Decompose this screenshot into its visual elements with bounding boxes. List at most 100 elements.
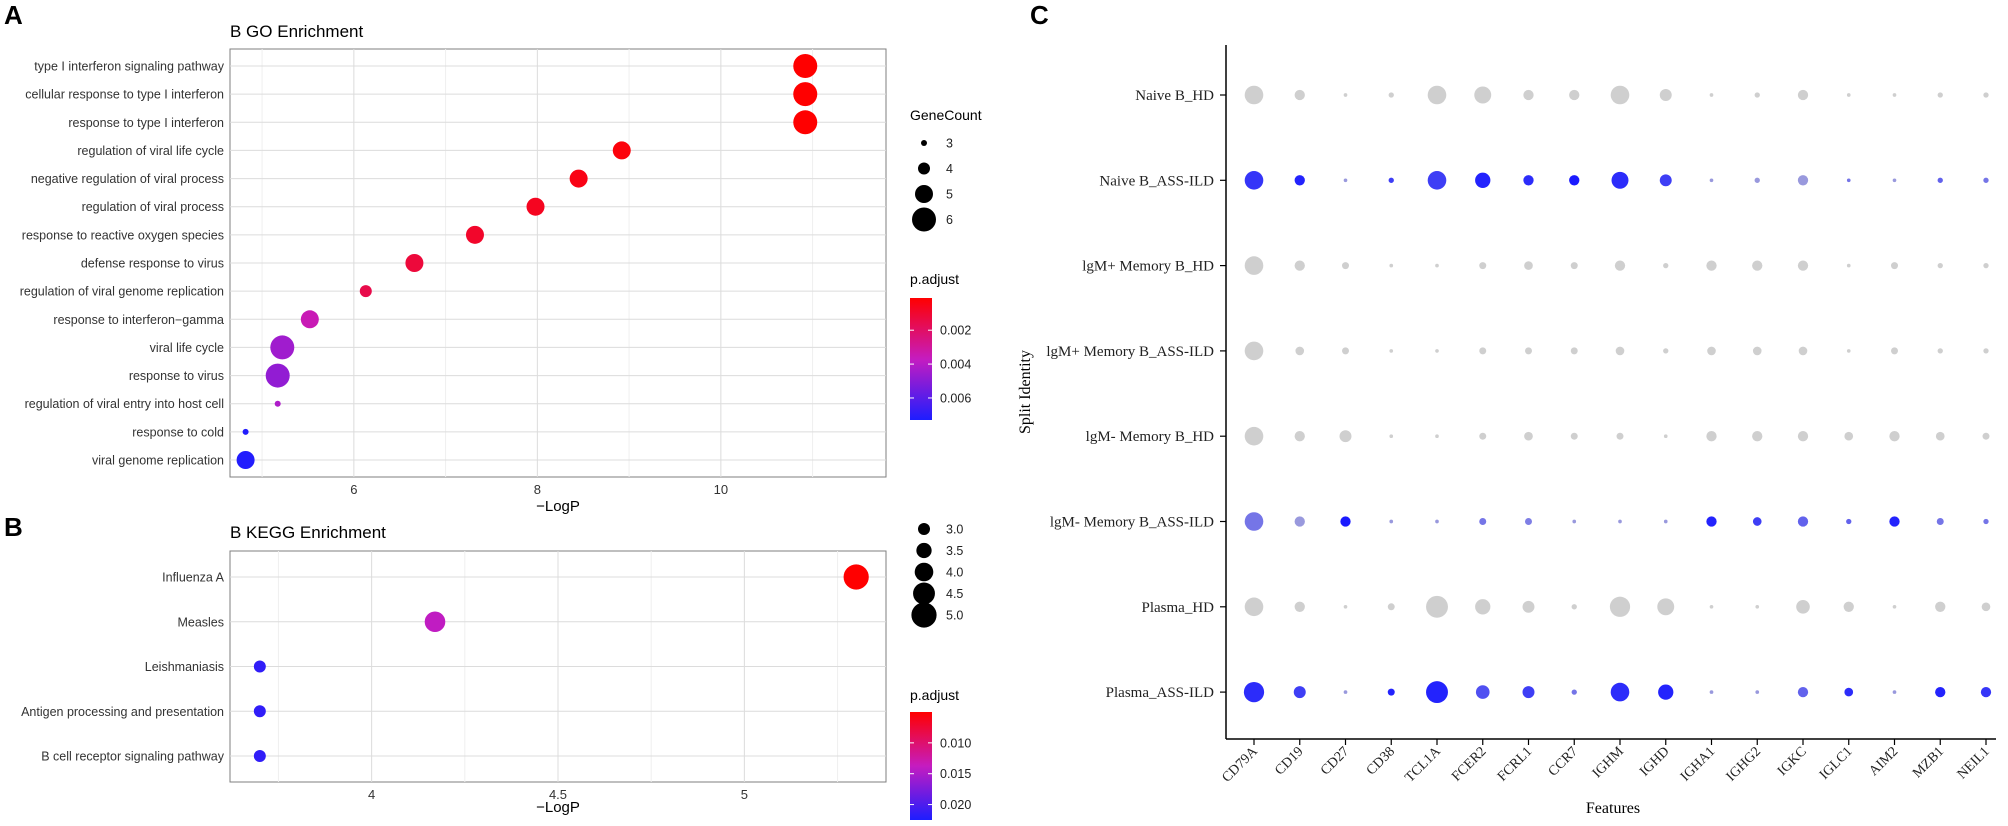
dotplot-point	[1707, 346, 1716, 356]
dotplot-y-axis-label: Split Identity	[1017, 350, 1034, 434]
dotplot-group-label: lgM+ Memory B_HD	[1082, 259, 1214, 275]
go-size-legend-title: GeneCount	[910, 107, 982, 123]
dotplot-group-label: Plasma_HD	[1142, 600, 1215, 616]
dotplot-point	[1388, 92, 1394, 98]
kegg-size-legend-dot	[911, 602, 937, 628]
dotplot-feature-label: IGHG2	[1724, 744, 1764, 784]
kegg-point	[253, 750, 266, 762]
dotplot-point	[1846, 93, 1851, 97]
go-point	[569, 169, 588, 188]
kegg-gridlines	[230, 551, 886, 782]
dotplot-point	[1614, 260, 1626, 271]
kegg-point	[253, 660, 266, 673]
dotplot-feature-label: IGHD	[1637, 744, 1672, 779]
dotplot-point	[1295, 346, 1305, 356]
dotplot-point	[1343, 178, 1348, 183]
dotplot-point	[1244, 597, 1264, 617]
go-size-legend-dot	[918, 162, 930, 175]
dotplot-point	[1525, 347, 1532, 355]
dotplot-feature-label: TCL1A	[1402, 744, 1444, 786]
go-size-legend-dot	[915, 185, 933, 203]
go-point	[526, 197, 545, 216]
dotplot-feature-label: CD27	[1318, 744, 1352, 778]
dotplot-point	[1427, 171, 1447, 190]
dotplot-point	[1435, 349, 1439, 353]
dotplot-point	[1618, 519, 1622, 524]
dotplot-group-label: Naive B_HD	[1135, 88, 1214, 104]
dotplot-point	[1844, 431, 1854, 441]
dotplot-point	[1937, 262, 1943, 269]
kegg-x-axis-label: −LogP	[536, 799, 580, 816]
dotplot-point	[1663, 262, 1669, 269]
dotplot-feature-label: MZB1	[1910, 744, 1947, 781]
dotplot-point	[1983, 348, 1989, 354]
go-size-legend-label: 4	[946, 162, 953, 176]
dotplot-point	[1982, 432, 1990, 440]
go-point	[359, 285, 372, 298]
dotplot-point	[1244, 341, 1264, 361]
dotplot-point	[1846, 349, 1851, 353]
go-x-tick-labels: 6 8 10	[350, 482, 728, 497]
go-category-label: defense response to virus	[81, 257, 224, 271]
kegg-color-tick-label: 0.010	[940, 736, 971, 750]
go-color-tick-label: 0.002	[940, 324, 971, 338]
go-size-legend-dot	[921, 140, 927, 146]
dotplot-point	[1706, 516, 1717, 527]
dotplot-point	[1435, 434, 1439, 439]
dotplot-point	[1522, 600, 1535, 613]
dotplot-point	[1342, 262, 1349, 270]
dotplot-point	[1752, 346, 1762, 356]
dotplot-x-axis-label: Features	[1586, 800, 1640, 817]
dotplot-point	[1935, 431, 1945, 441]
kegg-size-legend: 3.0 3.5 4.0 4.5 5.0	[911, 523, 963, 628]
kegg-chart-title: B KEGG Enrichment	[230, 523, 386, 542]
go-color-tick-label: 0.006	[940, 391, 971, 405]
go-category-label: response to type I interferon	[68, 116, 224, 130]
dotplot-point	[1479, 432, 1487, 440]
dotplot-point	[1892, 604, 1897, 609]
dotplot-point	[1427, 85, 1447, 105]
dotplot-point	[1889, 431, 1900, 442]
dotplot-point	[1797, 89, 1809, 101]
dotplot-point	[1475, 685, 1490, 699]
go-point	[793, 54, 818, 78]
go-color-legend-ticks: 0.002 0.004 0.006	[910, 324, 971, 405]
dotplot-feature-label: AIM2	[1867, 744, 1902, 779]
dotplot-point	[1983, 518, 1989, 525]
dotplot-feature-label: FCRL1	[1495, 744, 1535, 784]
dotplot-point	[1797, 516, 1809, 527]
dotplot-point	[1244, 256, 1264, 275]
kegg-x-tick-label: 4	[368, 787, 375, 802]
go-chart-title: B GO Enrichment	[230, 22, 363, 41]
dotplot-point	[1663, 519, 1668, 524]
go-gridlines	[230, 49, 886, 477]
dotplot-feature-label: CD38	[1364, 744, 1398, 778]
dotplot-point	[1293, 686, 1306, 699]
dotplot-point	[1937, 348, 1943, 354]
kegg-category-label: Leishmaniasis	[145, 660, 224, 674]
dotplot-point	[1754, 177, 1760, 183]
kegg-category-label: B cell receptor signaling pathway	[41, 750, 224, 764]
kegg-points	[253, 564, 869, 762]
dotplot-point	[1981, 602, 1991, 612]
dotplot-point	[1658, 684, 1674, 700]
dotplot-point	[1388, 177, 1394, 183]
go-category-label: response to reactive oxygen species	[22, 228, 224, 242]
go-x-axis-label: −LogP	[536, 498, 580, 515]
dotplot-point	[1892, 93, 1897, 97]
dotplot-point	[1244, 85, 1264, 105]
kegg-category-label: Antigen processing and presentation	[21, 705, 224, 719]
kegg-size-legend-label: 4.5	[946, 587, 963, 601]
dotplot-point	[1571, 689, 1577, 695]
dotplot-point	[1609, 596, 1631, 617]
dotplot-point	[1569, 175, 1580, 186]
dotplot-group-label: lgM- Memory B_HD	[1086, 429, 1214, 445]
kegg-x-tick-label: 5	[741, 787, 748, 802]
kegg-size-legend-label: 5.0	[946, 609, 963, 623]
dotplot-point	[1569, 89, 1580, 101]
dotplot-point	[1889, 516, 1900, 527]
go-category-label: type I interferon signaling pathway	[34, 60, 224, 74]
kegg-size-legend-label: 3.0	[946, 523, 963, 537]
kegg-point	[843, 564, 869, 590]
panel-letter-a: A	[4, 0, 23, 30]
